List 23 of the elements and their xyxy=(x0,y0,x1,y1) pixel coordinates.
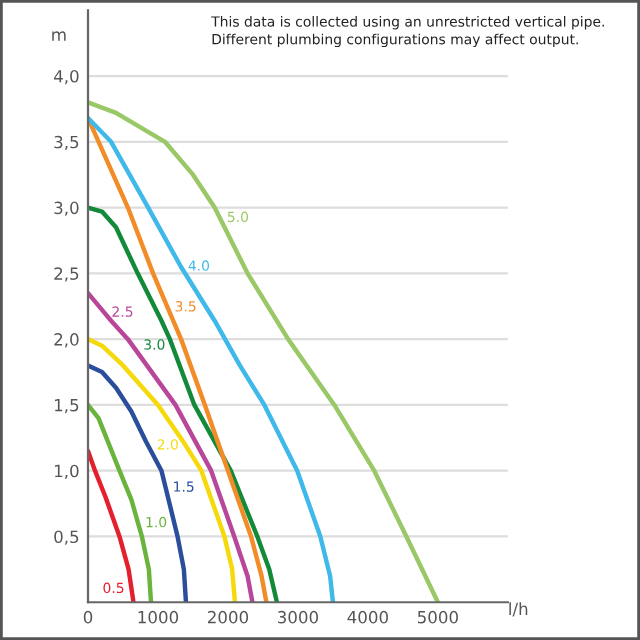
line-series xyxy=(88,336,238,603)
y-axis-title: m xyxy=(52,31,66,41)
y-tick-label: 3,0 xyxy=(54,201,79,216)
y-tick-label: 0,5 xyxy=(54,530,79,545)
line-series xyxy=(88,115,269,603)
line-series xyxy=(88,115,336,603)
x-axis-title: l/h xyxy=(509,602,528,617)
x-tick-label: 5000 xyxy=(417,610,458,624)
y-tick-label: 4,0 xyxy=(53,69,79,85)
line-series xyxy=(88,100,441,603)
x-tick-label: 4000 xyxy=(347,610,388,624)
y-tick-label: 3,5 xyxy=(54,135,79,151)
line-series xyxy=(88,205,280,603)
x-tick-label: 0 xyxy=(83,610,93,624)
x-tick-label: 1000 xyxy=(138,610,179,624)
y-tick-label: 1,0 xyxy=(54,464,79,479)
line-series xyxy=(88,448,136,603)
x-tick-label: 2000 xyxy=(207,610,249,624)
y-tick-label: 2,0 xyxy=(54,333,79,348)
y-tick-label: 2,5 xyxy=(54,267,79,282)
x-tick-label: 3000 xyxy=(277,610,319,624)
y-tick-label: 1,5 xyxy=(54,399,79,414)
line-series xyxy=(88,290,255,603)
